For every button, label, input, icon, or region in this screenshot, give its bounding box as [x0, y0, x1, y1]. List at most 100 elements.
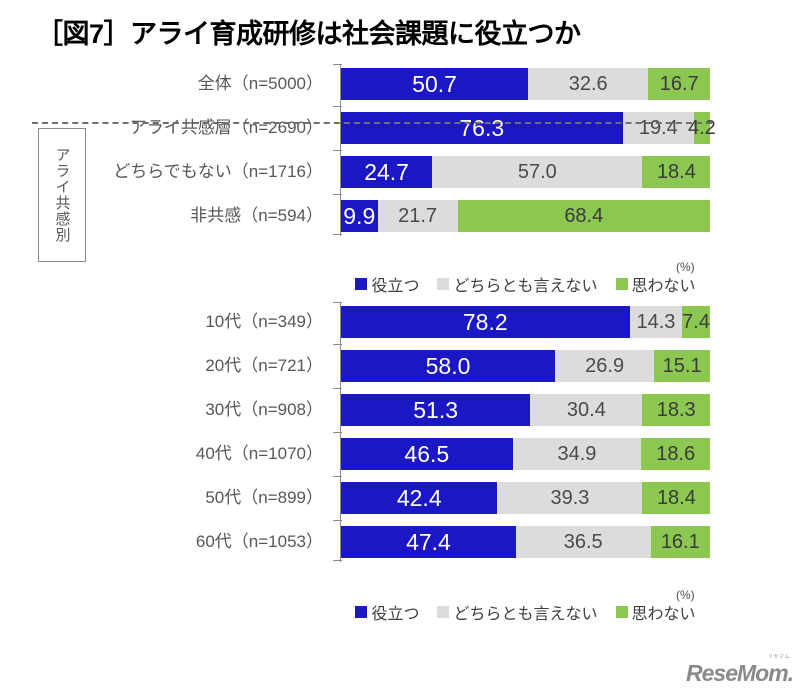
- bar-segment-思わない: 18.4: [642, 156, 711, 188]
- chart-row: 非共感（n=594） 9.9 21.7 68.4: [0, 194, 800, 238]
- bar-segment-どちらとも言えない: 26.9: [555, 350, 655, 382]
- row-label: 60代（n=1053）: [195, 532, 323, 551]
- stacked-bar: 58.0 26.9 15.1: [341, 350, 710, 382]
- bar-segment-役立つ: 47.4: [341, 526, 516, 558]
- chart-row: 40代（n=1070） 46.5 34.9 18.6: [0, 432, 800, 476]
- chart-row: 全体（n=5000） 50.7 32.6 16.7: [0, 62, 800, 106]
- axis-tick: [333, 194, 342, 195]
- bar-segment-どちらとも言えない: 14.3: [629, 306, 683, 338]
- bar-segment-どちらとも言えない: 39.3: [497, 482, 643, 514]
- row-label: 20代（n=721）: [205, 356, 323, 375]
- axis-tick: [333, 106, 342, 107]
- row-label: 10代（n=349）: [205, 312, 323, 331]
- bar-value-label: 30.4: [566, 398, 606, 421]
- bar-value-label: 15.1: [662, 354, 702, 377]
- bar-segment-どちらとも言えない: 57.0: [432, 156, 643, 188]
- bar-value-label: 16.1: [660, 530, 700, 553]
- row-label: 非共感（n=594）: [190, 206, 323, 225]
- bar-segment-役立つ: 58.0: [341, 350, 556, 382]
- bar-segment-思わない: 68.4: [457, 200, 710, 232]
- legend-item: どちらとも言えない: [437, 272, 598, 296]
- chart-row: 60代（n=1053） 47.4 36.5 16.1: [0, 520, 800, 564]
- bar-value-label: 51.3: [413, 396, 459, 423]
- percent-unit-note-bottom: (%): [676, 588, 695, 602]
- stacked-bar: 42.4 39.3 18.4: [341, 482, 711, 514]
- legend-item: 役立つ: [355, 600, 419, 624]
- legend-label: 思わない: [631, 278, 696, 295]
- legend-label: 思わない: [631, 606, 696, 623]
- stacked-bar: 47.4 36.5 16.1: [341, 526, 710, 558]
- bar-value-label: 18.4: [656, 486, 696, 509]
- legend-item: 役立つ: [355, 272, 419, 296]
- bar-value-label: 47.4: [406, 528, 451, 555]
- axis-tick: [333, 344, 342, 345]
- bar-segment-役立つ: 42.4: [341, 482, 498, 514]
- page-title: ［図7］アライ育成研修は社会課題に役立つか: [36, 19, 581, 49]
- axis-tick: [333, 560, 342, 561]
- resemom-logo: ReseMom.: [686, 660, 794, 686]
- chart-row: 50代（n=899） 42.4 39.3 18.4: [0, 476, 800, 520]
- bar-segment-役立つ: 78.2: [341, 306, 630, 338]
- bar-segment-どちらとも言えない: 19.4: [622, 112, 695, 144]
- bar-value-label: 36.5: [563, 530, 603, 553]
- legend-swatch-icon: [615, 606, 628, 618]
- bar-segment-役立つ: 51.3: [341, 394, 531, 426]
- bar-segment-思わない: 18.4: [642, 482, 711, 514]
- bar-segment-思わない: 18.6: [641, 438, 710, 470]
- row-label: アライ共感層（n=2690）: [129, 118, 323, 137]
- stacked-bar: 78.2 14.3 7.4: [341, 306, 710, 338]
- bar-value-label: 21.7: [398, 204, 438, 227]
- bar-value-label: 24.7: [364, 158, 409, 185]
- legend-swatch-icon: [355, 278, 368, 290]
- chart-age-segment: 10代（n=349） 78.2 14.3 7.4 20代（n=721） 58.0 26.9 1…: [0, 300, 800, 564]
- axis-tick: [333, 520, 342, 521]
- chart-empathy-segment: 全体（n=5000） 50.7 32.6 16.7 アライ共感層（n=2690） 76.3…: [0, 62, 800, 238]
- legend-top: 役立つ どちらとも言えない 思わない: [341, 272, 710, 296]
- bar-value-label: 18.4: [656, 160, 696, 183]
- bar-segment-役立つ: 50.7: [341, 68, 529, 100]
- axis-tick: [333, 150, 342, 151]
- bar-value-label: 46.5: [404, 440, 450, 467]
- stacked-bar: 51.3 30.4 18.3: [341, 394, 710, 426]
- chart-row: どちらでもない（n=1716） 24.7 57.0 18.4: [0, 150, 800, 194]
- bar-segment-役立つ: 46.5: [341, 438, 513, 470]
- bar-segment-役立つ: 24.7: [341, 156, 433, 188]
- bar-value-label: 42.4: [396, 484, 442, 511]
- bar-segment-どちらとも言えない: 36.5: [515, 526, 651, 558]
- legend-item: 思わない: [615, 600, 696, 624]
- bar-value-label: 32.6: [568, 72, 608, 95]
- bar-value-label: 58.0: [425, 352, 471, 379]
- legend-label: どちらとも言えない: [453, 606, 598, 623]
- row-label: どちらでもない（n=1716）: [113, 162, 323, 181]
- bar-segment-思わない: 4.2: [688, 112, 716, 144]
- legend-item: どちらとも言えない: [437, 600, 598, 624]
- bar-value-label: 50.7: [412, 70, 457, 97]
- bar-segment-役立つ: 76.3: [341, 112, 623, 144]
- legend-item: 思わない: [615, 272, 696, 296]
- bar-value-label: 18.6: [656, 442, 696, 465]
- percent-unit-note-top: (%): [676, 260, 695, 274]
- axis-tick: [333, 476, 342, 477]
- bar-segment-思わない: 18.3: [642, 394, 710, 426]
- bar-segment-どちらとも言えない: 30.4: [530, 394, 643, 426]
- legend-label: 役立つ: [371, 278, 420, 295]
- axis-tick: [333, 64, 342, 65]
- bar-value-label: 26.9: [585, 354, 625, 377]
- chart-row: 20代（n=721） 58.0 26.9 15.1: [0, 344, 800, 388]
- group-label-box: アライ共感別: [38, 128, 86, 262]
- axis-tick: [333, 432, 342, 433]
- legend-label: 役立つ: [371, 606, 420, 623]
- bar-value-label: 9.9: [343, 202, 376, 229]
- legend-bottom: 役立つ どちらとも言えない 思わない: [341, 600, 710, 624]
- bar-segment-役立つ: 9.9: [341, 200, 378, 232]
- bar-value-label: 78.2: [462, 308, 508, 335]
- axis-tick: [333, 302, 342, 303]
- legend-swatch-icon: [615, 278, 628, 290]
- bar-value-label: 76.3: [459, 114, 505, 141]
- stacked-bar: 24.7 57.0 18.4: [341, 156, 711, 188]
- section-divider: [32, 122, 712, 124]
- bar-value-label: 14.3: [636, 310, 676, 333]
- axis-tick: [333, 388, 342, 389]
- legend-swatch-icon: [355, 606, 368, 618]
- chart-row: 30代（n=908） 51.3 30.4 18.3: [0, 388, 800, 432]
